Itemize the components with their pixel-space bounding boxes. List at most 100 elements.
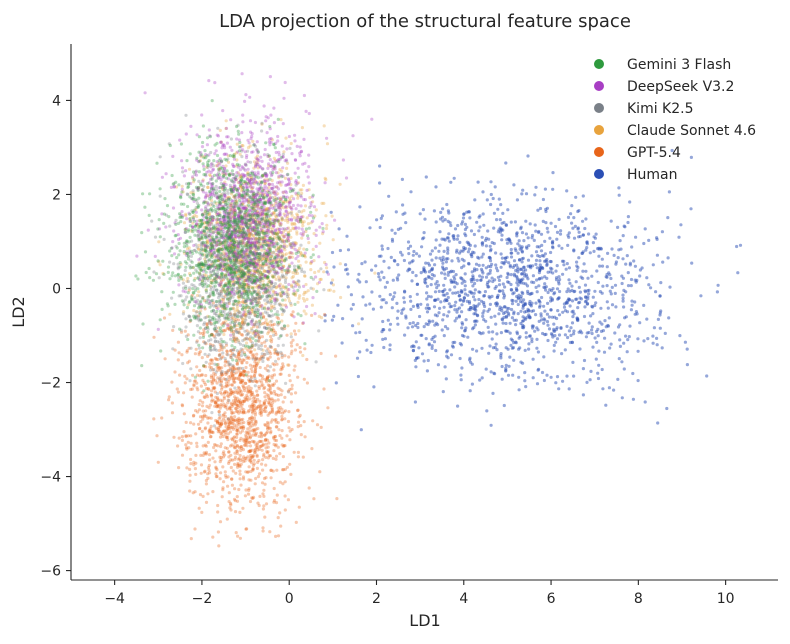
scatter-point bbox=[255, 389, 259, 393]
scatter-point bbox=[482, 223, 486, 227]
scatter-point bbox=[399, 250, 403, 254]
scatter-point bbox=[306, 222, 310, 226]
scatter-point bbox=[493, 314, 497, 318]
scatter-point bbox=[262, 352, 266, 356]
scatter-point bbox=[534, 262, 538, 266]
scatter-point bbox=[607, 386, 612, 390]
scatter-point bbox=[209, 393, 213, 397]
scatter-point bbox=[246, 431, 250, 436]
scatter-point bbox=[258, 494, 262, 498]
scatter-point bbox=[202, 330, 206, 334]
scatter-point bbox=[581, 367, 586, 371]
scatter-point bbox=[475, 349, 479, 353]
scatter-point bbox=[274, 425, 278, 429]
scatter-point bbox=[652, 326, 657, 330]
scatter-point bbox=[440, 328, 444, 332]
scatter-point bbox=[503, 285, 507, 289]
scatter-point bbox=[293, 364, 297, 368]
scatter-point bbox=[227, 459, 231, 464]
scatter-point bbox=[234, 406, 238, 411]
scatter-point bbox=[520, 272, 524, 276]
scatter-point bbox=[237, 416, 241, 420]
scatter-point bbox=[236, 351, 241, 355]
scatter-point bbox=[576, 306, 580, 310]
scatter-point bbox=[211, 386, 215, 390]
scatter-point bbox=[270, 406, 274, 410]
scatter-point bbox=[522, 324, 526, 328]
scatter-point bbox=[203, 443, 207, 447]
scatter-point bbox=[559, 326, 563, 330]
scatter-point bbox=[585, 380, 589, 384]
scatter-point bbox=[270, 418, 274, 422]
scatter-point bbox=[399, 226, 403, 230]
scatter-point bbox=[177, 436, 181, 440]
scatter-point bbox=[249, 458, 253, 462]
scatter-point bbox=[235, 349, 239, 353]
scatter-point bbox=[433, 323, 437, 327]
scatter-point bbox=[453, 285, 457, 289]
scatter-point bbox=[476, 255, 480, 259]
scatter-point bbox=[383, 337, 387, 341]
scatter-point bbox=[402, 307, 406, 311]
scatter-point bbox=[344, 263, 348, 267]
scatter-point bbox=[505, 241, 509, 245]
scatter-point bbox=[265, 299, 270, 304]
scatter-point bbox=[508, 355, 512, 359]
scatter-point bbox=[591, 241, 596, 245]
scatter-point bbox=[227, 377, 231, 382]
scatter-point bbox=[234, 439, 238, 444]
scatter-point bbox=[636, 379, 640, 383]
scatter-point bbox=[382, 276, 386, 280]
scatter-point bbox=[581, 393, 586, 397]
scatter-point bbox=[576, 209, 580, 214]
scatter-point bbox=[442, 283, 446, 287]
scatter-point bbox=[605, 265, 609, 269]
scatter-point bbox=[186, 361, 190, 365]
scatter-point bbox=[255, 443, 259, 447]
scatter-point bbox=[225, 371, 229, 375]
scatter-point bbox=[197, 402, 201, 407]
scatter-point bbox=[265, 451, 270, 455]
scatter-point bbox=[500, 256, 504, 260]
scatter-point bbox=[214, 466, 218, 470]
scatter-point bbox=[530, 340, 534, 344]
scatter-point bbox=[289, 335, 293, 339]
scatter-point bbox=[224, 390, 228, 394]
scatter-point bbox=[237, 422, 241, 426]
scatter-point bbox=[246, 374, 250, 378]
scatter-point bbox=[578, 329, 583, 333]
scatter-point bbox=[472, 251, 476, 255]
scatter-point bbox=[546, 290, 550, 295]
scatter-point bbox=[196, 388, 200, 392]
scatter-point bbox=[259, 444, 263, 448]
scatter-point bbox=[222, 397, 226, 401]
scatter-point bbox=[248, 449, 252, 453]
scatter-point bbox=[263, 385, 267, 390]
scatter-point bbox=[520, 319, 525, 323]
scatter-point bbox=[351, 302, 355, 307]
scatter-point bbox=[654, 290, 658, 294]
scatter-point bbox=[600, 322, 604, 326]
scatter-point bbox=[243, 443, 247, 447]
scatter-point bbox=[443, 276, 447, 280]
scatter-point bbox=[276, 516, 280, 520]
scatter-point bbox=[465, 225, 469, 229]
scatter-point bbox=[484, 266, 488, 270]
scatter-point bbox=[524, 245, 529, 249]
scatter-point bbox=[623, 316, 627, 320]
scatter-point bbox=[514, 299, 518, 303]
scatter-point bbox=[269, 323, 273, 327]
scatter-point bbox=[180, 435, 184, 439]
scatter-point bbox=[267, 411, 271, 415]
scatter-point bbox=[185, 350, 189, 354]
scatter-point bbox=[658, 326, 662, 330]
scatter-point bbox=[211, 456, 215, 460]
scatter-point bbox=[437, 289, 441, 293]
scatter-point bbox=[246, 435, 251, 439]
scatter-point bbox=[330, 318, 334, 322]
scatter-point bbox=[736, 271, 740, 275]
scatter-point bbox=[226, 191, 230, 195]
scatter-point bbox=[235, 449, 239, 453]
scatter-point bbox=[461, 299, 465, 303]
scatter-point bbox=[534, 229, 538, 233]
